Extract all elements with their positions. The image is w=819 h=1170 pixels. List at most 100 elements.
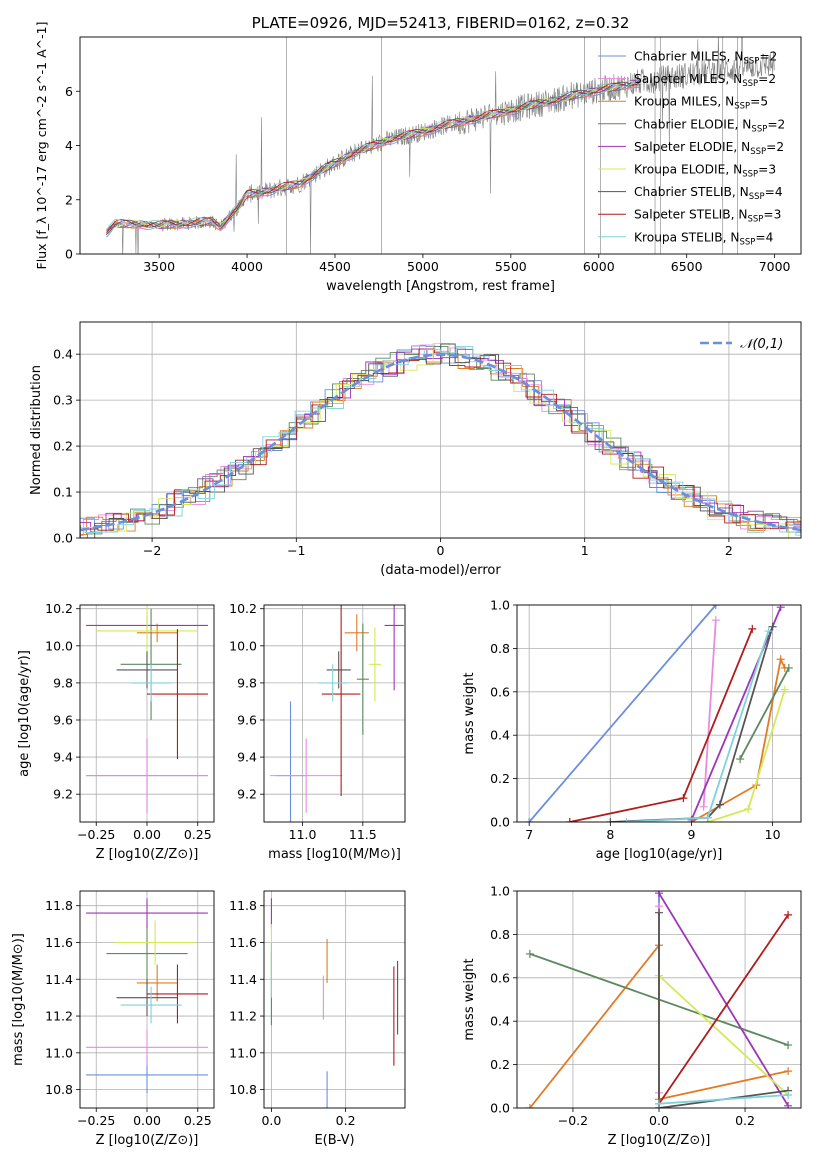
- axes-frame: [79, 321, 802, 539]
- weight-line: [691, 656, 786, 822]
- errorbar-point: [116, 979, 178, 1017]
- spectrum-plot-area: [106, 37, 775, 254]
- y-tick-label: 11.4: [45, 972, 73, 987]
- y-tick-label: 9.4: [237, 750, 257, 765]
- y-tick-label: 0.6: [490, 684, 510, 699]
- weight-marker: [525, 949, 534, 958]
- weight-marker: [711, 605, 720, 609]
- legend-label: Salpeter MILES, NSSP=2: [634, 72, 776, 89]
- y-tick-label: 0.0: [53, 531, 73, 546]
- weight-line: [528, 605, 717, 822]
- weight-vs-age-panel: 7 8 9 10 0.0 0.2 0.4 0.6 0.8 1.0 age [log10(age/yr…: [462, 598, 802, 862]
- observed-spectrum-line: [106, 37, 775, 254]
- x-axis-label: E(B-V): [314, 1133, 354, 1148]
- y-tick-label: 9.8: [237, 675, 257, 690]
- y-tick-label: 0.2: [490, 771, 510, 786]
- weight-marker: [679, 794, 688, 803]
- weight-series: [687, 605, 785, 822]
- errorbar-point: [120, 986, 182, 1024]
- y-tick-label: 0.8: [490, 641, 510, 656]
- x-tick-label: −0.25: [77, 1113, 115, 1128]
- legend-label: Kroupa ELODIE, NSSP=3: [634, 163, 776, 180]
- y-tick-label: 10.2: [229, 601, 257, 616]
- weight-marker: [784, 1101, 793, 1108]
- y-tick-label: 9.4: [53, 750, 73, 765]
- x-tick-label: −1: [287, 543, 305, 558]
- x-tick-label: 0.2: [336, 1113, 356, 1128]
- x-tick-label: 2: [725, 543, 733, 558]
- residuals-panel: −2 −1 0 1 2 0.0 0.1 0.2 0.3 0.4 𝒩(0,1) (data-model)…: [29, 321, 802, 578]
- residuals-legend: 𝒩(0,1): [700, 337, 783, 352]
- y-tick-label: 10.2: [45, 601, 73, 616]
- age-vs-metallicity-panel: −0.25 0.00 0.25 9.2 9.4 9.6 9.8 10.0 10.2 Z [log1…: [17, 601, 215, 862]
- errorbar-point: [368, 627, 381, 702]
- errorbar-point: [344, 614, 369, 652]
- weight-line: [658, 892, 789, 1107]
- x-axis-label: wavelength [Angstrom, rest frame]: [326, 279, 555, 294]
- weight-marker: [784, 1067, 793, 1076]
- axes-frame: [516, 890, 802, 1109]
- errorbar-point: [86, 1028, 208, 1066]
- weight-series: [736, 663, 793, 764]
- mass-vs-metallicity-panel: −0.25 0.00 0.25 10.8 11.0 11.2 11.4 11.6 11.8 Z […: [11, 890, 215, 1148]
- errorbar-point: [136, 623, 178, 643]
- errorbar-plot-area: [86, 898, 208, 1094]
- grid: [264, 605, 405, 822]
- legend-label: Chabrier STELIB, NSSP=4: [634, 185, 783, 202]
- legend-label: Chabrier MILES, NSSP=2: [634, 50, 777, 67]
- x-tick-label: −0.2: [558, 1113, 588, 1128]
- x-axis-label: Z [log10(Z/Z⊙)]: [96, 1133, 199, 1148]
- x-tick-label: 0.0: [261, 1113, 281, 1128]
- y-tick-label: 0.3: [53, 393, 73, 408]
- errorbar-point: [147, 629, 208, 759]
- y-tick-label: 0.4: [53, 347, 73, 362]
- age-vs-mass-panel: 11.0 11.5 9.2 9.4 9.6 9.8 10.0 10.2 mass [log10(…: [229, 601, 406, 862]
- legend-label: Salpeter STELIB, NSSP=3: [634, 208, 781, 225]
- y-tick-label: 1.0: [490, 884, 510, 899]
- x-axis-label: age [log10(age/yr)]: [596, 847, 723, 862]
- weight-marker: [776, 655, 785, 664]
- errorbar-point: [270, 738, 343, 813]
- x-tick-label: 4500: [319, 259, 351, 274]
- weight-marker: [764, 627, 773, 636]
- weight-marker: [744, 804, 753, 813]
- residual-histogram: [80, 345, 801, 538]
- grid: [517, 604, 801, 823]
- x-tick-label: −0.25: [77, 827, 115, 842]
- errorbar-point: [384, 605, 404, 691]
- weight-line: [658, 912, 789, 1108]
- y-axis-label: Normed distribution: [29, 365, 44, 495]
- weight-series: [703, 685, 789, 822]
- weight-marker: [655, 908, 663, 917]
- weight-marker: [525, 818, 534, 822]
- x-tick-label: 8: [606, 827, 614, 842]
- weight-line: [690, 606, 782, 821]
- y-axis-label: Flux [f_λ 10^-17 erg cm^-2 s^-1 A^-1]: [34, 22, 49, 270]
- errorbar-point: [147, 964, 208, 1024]
- y-tick-label: 11.2: [45, 1009, 73, 1024]
- legend-label: Kroupa STELIB, NSSP=4: [634, 230, 774, 247]
- y-tick-label: 0: [65, 247, 73, 262]
- errorbar-point: [96, 605, 198, 659]
- y-axis-label: mass weight: [462, 672, 477, 754]
- x-tick-label: 0.2: [735, 1113, 755, 1128]
- residuals-plot-area: [80, 343, 801, 538]
- y-tick-label: 11.8: [229, 898, 257, 913]
- errorbar-point: [318, 664, 348, 702]
- errorbar-point: [106, 925, 188, 982]
- y-tick-label: 0.6: [490, 970, 510, 985]
- model-spectrum-line: [106, 81, 641, 234]
- weight-series: [655, 891, 793, 1108]
- y-tick-label: 9.2: [237, 787, 257, 802]
- weight-marker: [699, 802, 708, 811]
- x-tick-label: −2: [143, 543, 161, 558]
- model-spectrum-line: [106, 83, 641, 236]
- x-tick-label: 5500: [495, 259, 527, 274]
- y-tick-label: 11.4: [229, 972, 257, 987]
- weight-marker: [606, 818, 615, 822]
- model-spectrum-line: [106, 81, 641, 235]
- x-axis-label: mass [log10(M/M⊙)]: [268, 847, 401, 862]
- y-tick-label: 0.2: [490, 1057, 510, 1072]
- weight-series: [525, 605, 720, 822]
- y-tick-label: 0.8: [490, 927, 510, 942]
